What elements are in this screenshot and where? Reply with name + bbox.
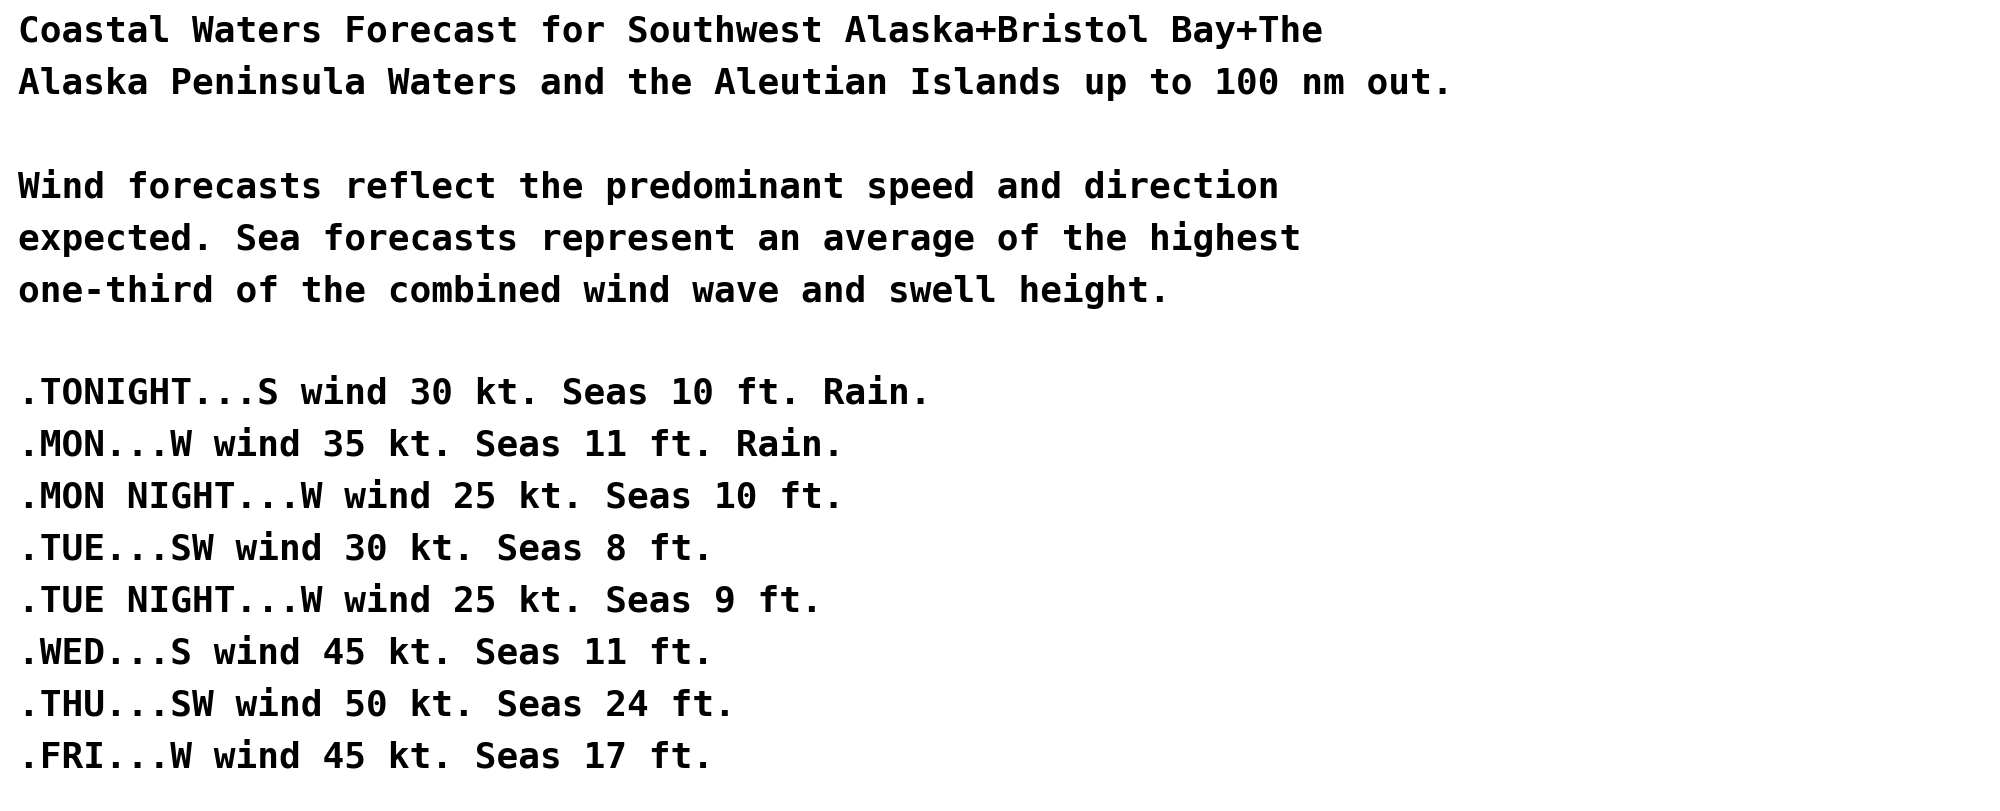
Text: .TONIGHT...S wind 30 kt. Seas 10 ft. Rain.: .TONIGHT...S wind 30 kt. Seas 10 ft. Rai… <box>18 377 932 411</box>
Text: Coastal Waters Forecast for Southwest Alaska+Bristol Bay+The: Coastal Waters Forecast for Southwest Al… <box>18 13 1324 49</box>
Text: expected. Sea forecasts represent an average of the highest: expected. Sea forecasts represent an ave… <box>18 221 1302 257</box>
Text: .WED...S wind 45 kt. Seas 11 ft.: .WED...S wind 45 kt. Seas 11 ft. <box>18 637 714 671</box>
Text: one-third of the combined wind wave and swell height.: one-third of the combined wind wave and … <box>18 273 1170 309</box>
Text: .TUE...SW wind 30 kt. Seas 8 ft.: .TUE...SW wind 30 kt. Seas 8 ft. <box>18 533 714 567</box>
Text: Alaska Peninsula Waters and the Aleutian Islands up to 100 nm out.: Alaska Peninsula Waters and the Aleutian… <box>18 65 1454 101</box>
Text: .FRI...W wind 45 kt. Seas 17 ft.: .FRI...W wind 45 kt. Seas 17 ft. <box>18 741 714 775</box>
Text: .THU...SW wind 50 kt. Seas 24 ft.: .THU...SW wind 50 kt. Seas 24 ft. <box>18 689 736 723</box>
Text: .MON NIGHT...W wind 25 kt. Seas 10 ft.: .MON NIGHT...W wind 25 kt. Seas 10 ft. <box>18 481 844 515</box>
Text: .TUE NIGHT...W wind 25 kt. Seas 9 ft.: .TUE NIGHT...W wind 25 kt. Seas 9 ft. <box>18 585 822 619</box>
Text: .MON...W wind 35 kt. Seas 11 ft. Rain.: .MON...W wind 35 kt. Seas 11 ft. Rain. <box>18 429 844 463</box>
Text: Wind forecasts reflect the predominant speed and direction: Wind forecasts reflect the predominant s… <box>18 169 1280 205</box>
